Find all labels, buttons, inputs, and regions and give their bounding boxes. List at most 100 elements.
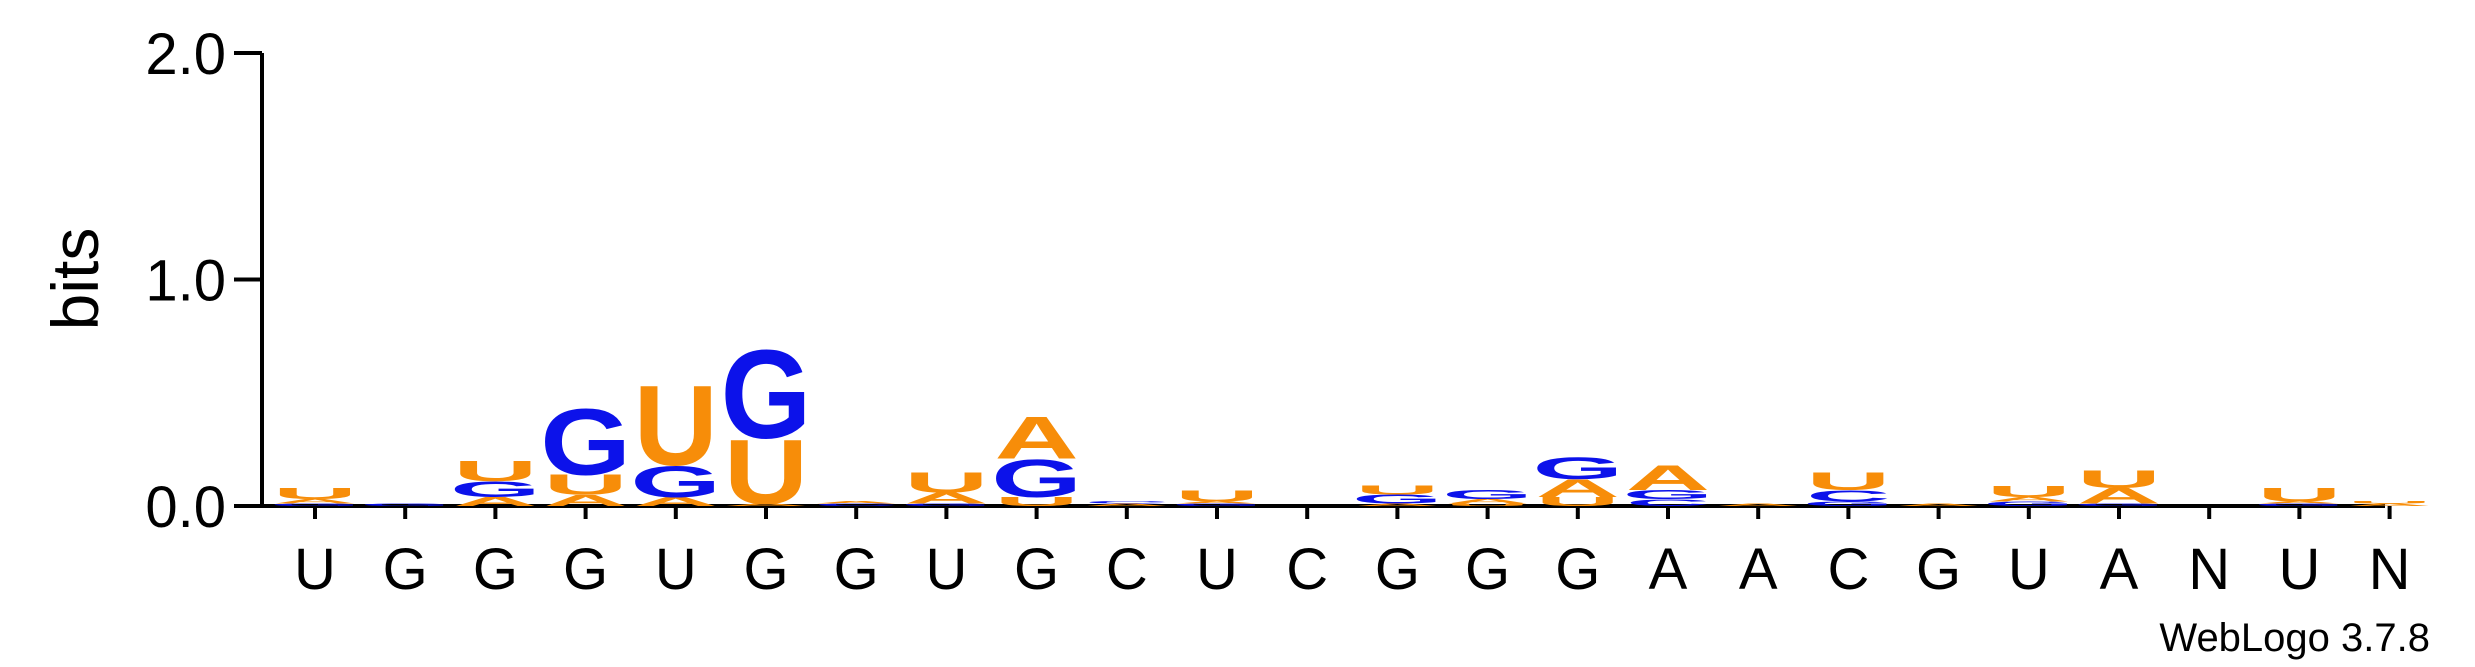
x-tick-label: A xyxy=(2100,537,2139,602)
logo-letter-a: A xyxy=(634,495,718,509)
logo-letter-g: G xyxy=(991,449,1082,509)
logo-letter-u: U xyxy=(453,455,537,487)
letter-stack: AGU xyxy=(450,455,541,508)
y-tick-label: 2.0 xyxy=(145,22,226,87)
letter-stack: GAU xyxy=(1172,487,1263,506)
logo-letter-g: G xyxy=(1983,500,2074,507)
y-axis-title: bits xyxy=(38,228,112,331)
logo-letter-c: C xyxy=(1806,487,1890,505)
logo-letter-a: A xyxy=(453,495,537,509)
x-tick-label: G xyxy=(1014,537,1059,602)
logo-letter-g: G xyxy=(721,324,812,465)
x-tick-label: G xyxy=(1465,537,1510,602)
logo-letter-a: A xyxy=(904,489,988,507)
logo-letter-u: U xyxy=(994,495,1078,509)
logo-letter-g: G xyxy=(901,503,992,507)
logo-letter-g: G xyxy=(540,389,631,495)
x-tick-label: N xyxy=(2369,537,2411,602)
logo-letter-a: A xyxy=(2077,484,2161,509)
letter-stack: AUG xyxy=(721,324,812,524)
letter-stack: A xyxy=(1896,503,1980,507)
x-tick-label: G xyxy=(743,537,788,602)
letter-stack: AC xyxy=(1085,501,1169,507)
x-tick-label: U xyxy=(2008,537,2050,602)
logo-letter-g: G xyxy=(1442,488,1533,502)
logo-letter-u: U xyxy=(1987,483,2071,501)
logo-letter-g: G xyxy=(1803,500,1894,507)
logo-letter-g: G xyxy=(2254,503,2345,507)
logo-letter-g: G xyxy=(1352,492,1443,506)
letter-stack: GAU xyxy=(2074,465,2165,508)
logo-letter-a: A xyxy=(543,492,627,510)
letter-stack: GCU xyxy=(1803,467,1894,507)
letter-stack: UAG xyxy=(1532,451,1623,509)
y-tick-label: 1.0 xyxy=(145,249,226,314)
x-tick-label: U xyxy=(2278,537,2320,602)
letter-stack: AUG xyxy=(540,389,631,510)
logo-letter-a: A xyxy=(273,498,357,505)
logo-letter-a: A xyxy=(1716,503,1800,507)
logo-letter-a: A xyxy=(1085,503,1169,507)
logo-letter-a: A xyxy=(1355,503,1439,507)
letter-stack: UGA xyxy=(991,404,1082,509)
x-tick-label: G xyxy=(473,537,518,602)
logo-letter-a: A xyxy=(2347,503,2431,507)
x-tick-label: U xyxy=(925,537,967,602)
logo-letter-u: U xyxy=(1806,467,1890,495)
logo-letter-g: G xyxy=(1623,488,1714,502)
x-tick-label: G xyxy=(563,537,608,602)
logo-letter-a: A xyxy=(1536,474,1620,502)
weblogo-credit: WebLogo 3.7.8 xyxy=(2159,616,2430,660)
letter-stack: UAG xyxy=(1442,488,1533,507)
letter-stack: AU xyxy=(2347,501,2431,507)
y-axis: 0.0 1.0 2.0 bits xyxy=(38,22,264,540)
logo-letter-g: G xyxy=(450,477,541,502)
letter-stack: AGU xyxy=(1352,483,1443,506)
letter-stack: GAU xyxy=(901,467,992,508)
x-tick-label: G xyxy=(383,537,428,602)
logo-letter-a: A xyxy=(2257,501,2341,505)
logo-letter-u: U xyxy=(1175,487,1259,505)
logo-letter-g: G xyxy=(2074,503,2165,507)
logo-letter-g: G xyxy=(360,503,451,507)
y-tick-label: 0.0 xyxy=(145,475,226,540)
x-tick-label: G xyxy=(1555,537,1600,602)
letter-stack: AGU xyxy=(630,363,721,508)
logo-letter-c: C xyxy=(1626,497,1710,508)
logo-letter-g: G xyxy=(1532,451,1623,486)
x-tick-label: N xyxy=(2188,537,2230,602)
x-tick-label: U xyxy=(655,537,697,602)
logo-letter-u: U xyxy=(2257,484,2341,505)
x-tick-label: C xyxy=(1286,537,1328,602)
letter-stack: GAU xyxy=(270,485,361,507)
letter-stack: GAU xyxy=(1983,483,2074,508)
logo-letter-a: A xyxy=(1445,498,1529,505)
x-tick-label: U xyxy=(1196,537,1238,602)
logo-letter-a: A xyxy=(1175,501,1259,505)
logo-letter-a: A xyxy=(1987,496,2071,503)
logo-letter-u: U xyxy=(634,363,718,489)
x-tick-label: U xyxy=(294,537,336,602)
logo-letter-u: U xyxy=(904,467,988,499)
x-tick-label: G xyxy=(834,537,879,602)
letter-stack: GAU xyxy=(2254,484,2345,506)
logo-letter-u: U xyxy=(543,469,627,501)
x-tick-label: C xyxy=(1827,537,1869,602)
letter-stack: CGA xyxy=(1623,459,1714,508)
logo-letter-a: A xyxy=(814,501,898,505)
logo-letter-g: G xyxy=(1172,503,1263,507)
logo-letter-g: G xyxy=(630,457,721,507)
logo-letter-a: A xyxy=(994,404,1078,471)
logo-letter-a: A xyxy=(1896,503,1980,507)
y-ticks: 0.0 1.0 2.0 xyxy=(145,22,262,540)
logo-letter-u: U xyxy=(1355,483,1439,497)
logo-letter-a: A xyxy=(724,503,808,507)
logo-letter-u: U xyxy=(2077,465,2161,493)
x-tick-label: A xyxy=(1649,537,1688,602)
logo-letter-u: U xyxy=(273,485,357,503)
logo-letter-u: U xyxy=(724,422,808,524)
letter-stack: G xyxy=(360,503,451,507)
